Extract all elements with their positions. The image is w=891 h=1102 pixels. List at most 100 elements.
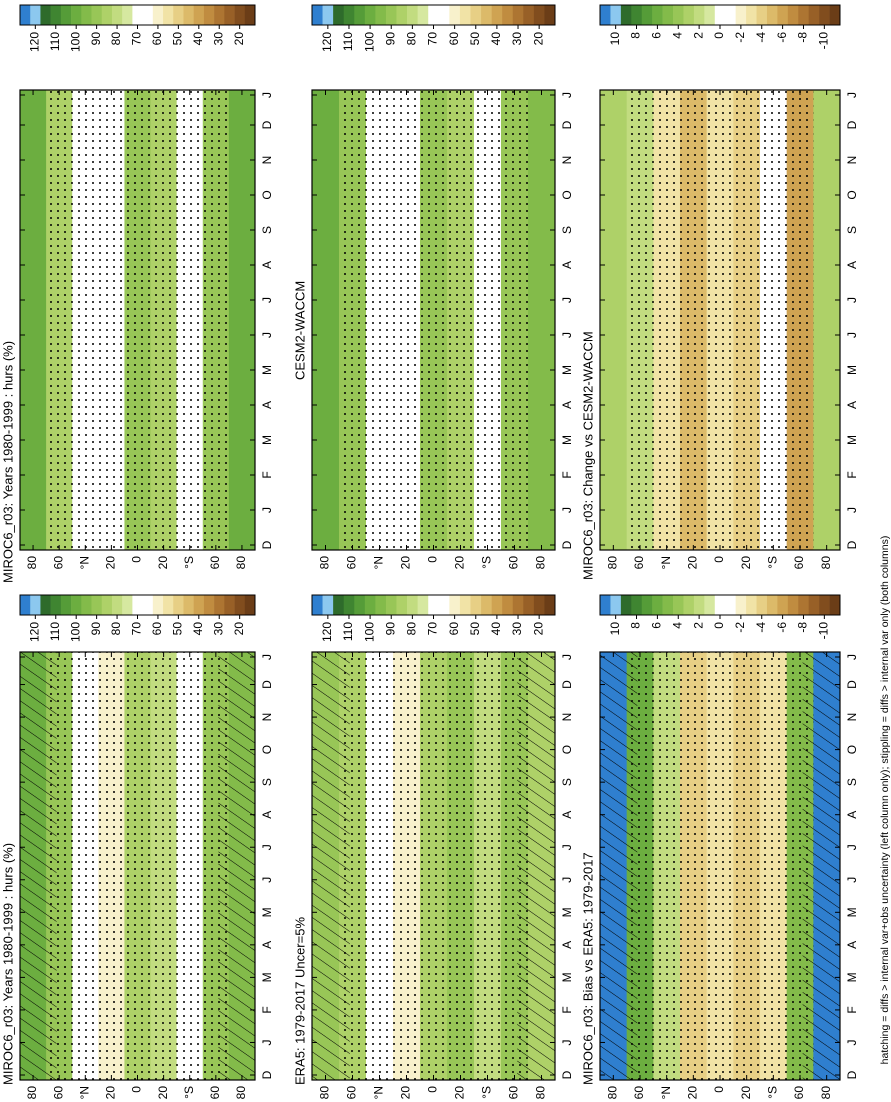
colorbar-swatch — [354, 595, 366, 615]
colorbar-tick-label: -4 — [754, 622, 768, 633]
colorbar-swatch — [364, 595, 376, 615]
colorbar-swatch — [407, 595, 418, 615]
x-tick-label: O — [260, 745, 274, 754]
colorbar-tick-label: -10 — [817, 32, 831, 50]
colorbar-swatch — [132, 5, 143, 25]
colorbar-swatch — [502, 5, 514, 25]
colorbar-tick-label: 20 — [531, 32, 545, 46]
colorbar-swatch — [163, 5, 174, 25]
colorbar-tick-label: 70 — [130, 32, 144, 46]
colorbar-swatch — [523, 595, 535, 615]
colorbar-tick-label: 70 — [130, 622, 144, 636]
x-tick-label: A — [845, 941, 859, 949]
colorbar-tick-label: 30 — [510, 622, 524, 636]
y-tick-label: 60 — [345, 556, 359, 570]
colorbar-swatch — [459, 595, 471, 615]
x-tick-label: M — [260, 365, 274, 375]
colorbar-swatch — [322, 5, 334, 25]
y-tick-label: 80 — [534, 1086, 548, 1100]
colorbar-swatch — [756, 595, 768, 615]
colorbar-tick-label: -10 — [817, 622, 831, 640]
colorbar-swatch — [111, 595, 123, 615]
colorbar-tick-label: 50 — [468, 622, 482, 636]
colorbar-swatch — [620, 595, 632, 615]
panel-title: MIROC6_r03: Years 1980-1999 : hurs (%) — [0, 843, 15, 1085]
colorbar-swatch — [641, 595, 653, 615]
colorbar-swatch — [234, 5, 246, 25]
x-tick-label: N — [560, 156, 574, 165]
x-tick-label: F — [260, 1006, 274, 1013]
y-tick-label: 60 — [507, 556, 521, 570]
colorbar-tick-label: 110 — [48, 32, 62, 51]
colorbar-swatch — [407, 5, 418, 25]
colorbar-tick-label: -4 — [754, 32, 768, 43]
colorbar-swatch — [620, 5, 632, 25]
y-tick-label: 60 — [632, 556, 646, 570]
x-tick-label: D — [845, 1070, 859, 1079]
x-tick-label: A — [260, 401, 274, 409]
x-tick-label: D — [560, 120, 574, 129]
colorbar-tick-label: 110 — [341, 622, 355, 641]
colorbar-swatch — [152, 5, 164, 25]
colorbar-tick-label: 6 — [650, 622, 664, 629]
colorbar-swatch — [81, 5, 92, 25]
colorbar-swatch — [735, 5, 747, 25]
colorbar-swatch — [673, 595, 684, 615]
x-tick-label: A — [560, 261, 574, 269]
colorbar-tick-label: 100 — [68, 622, 82, 642]
stippling — [626, 652, 814, 1080]
colorbar-swatch — [600, 5, 611, 25]
y-tick-label: 80 — [234, 556, 248, 570]
colorbar-swatch — [746, 595, 757, 615]
colorbar-swatch — [600, 595, 611, 615]
y-tick-label: °S — [480, 1086, 494, 1099]
colorbar-tick-label: 60 — [447, 622, 461, 636]
x-tick-label: N — [560, 713, 574, 722]
colorbar-swatch — [787, 5, 799, 25]
field-band — [600, 90, 628, 550]
y-tick-label: 60 — [208, 1086, 222, 1100]
colorbar-swatch — [704, 595, 716, 615]
colorbar-swatch — [631, 595, 643, 615]
colorbar-swatch — [673, 5, 684, 25]
x-tick-label: J — [260, 877, 274, 883]
colorbar-tick-label: 2 — [691, 622, 705, 629]
x-tick-label: J — [560, 297, 574, 303]
x-tick-label: J — [260, 654, 274, 660]
panel-title: CESM2-WACCM — [292, 281, 307, 380]
colorbar-tick-label: 80 — [405, 622, 419, 636]
y-tick-label: 80 — [819, 556, 833, 570]
colorbar-swatch — [30, 595, 41, 615]
colorbar-swatch — [203, 5, 215, 25]
x-tick-label: J — [845, 654, 859, 660]
colorbar-swatch — [652, 5, 663, 25]
colorbar-swatch — [523, 5, 535, 25]
y-tick-label: 0 — [712, 1086, 726, 1093]
x-tick-label: S — [845, 778, 859, 786]
x-tick-label: D — [560, 540, 574, 549]
x-tick-label: D — [260, 680, 274, 689]
y-tick-label: 80 — [606, 556, 620, 570]
x-tick-label: A — [560, 941, 574, 949]
x-tick-label: N — [845, 713, 859, 722]
colorbar-tick-label: 8 — [629, 32, 643, 39]
colorbar-tick-label: 60 — [150, 622, 164, 636]
colorbar-swatch — [193, 5, 205, 25]
colorbar-swatch — [798, 5, 809, 25]
x-tick-label: S — [845, 226, 859, 234]
colorbar-swatch — [766, 595, 778, 615]
x-tick-label: J — [845, 507, 859, 513]
colorbar-tick-label: 90 — [383, 32, 397, 46]
y-tick-label: 60 — [51, 1086, 65, 1100]
colorbar-tick-label: 30 — [211, 32, 225, 46]
colorbar-swatch — [183, 5, 194, 25]
colorbar-tick-label: 40 — [489, 32, 503, 46]
y-tick-label: 20 — [686, 556, 700, 570]
y-tick-label: 60 — [792, 556, 806, 570]
y-tick-label: 20 — [399, 556, 413, 570]
colorbar-tick-label: 50 — [171, 32, 185, 46]
x-tick-label: J — [560, 877, 574, 883]
colorbar-swatch — [533, 595, 545, 615]
